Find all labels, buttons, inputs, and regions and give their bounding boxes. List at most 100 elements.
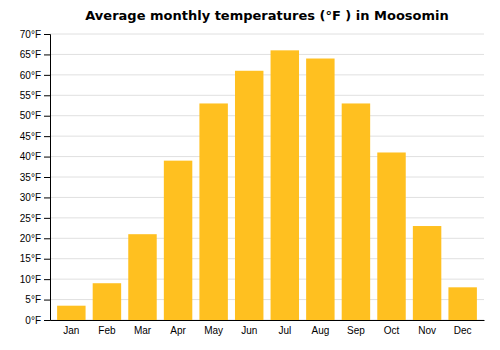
chart-svg: Jan Feb Mar Apr May Jun Jul Aug Sep Oct Nov Dec 0°F 5… xyxy=(0,0,500,350)
y-tick-label: 60°F xyxy=(20,70,41,81)
y-tick-label: 15°F xyxy=(20,253,41,264)
bar xyxy=(271,50,299,320)
y-tick: 35°F xyxy=(20,172,50,183)
y-tick-mark xyxy=(44,320,50,321)
y-tick-label: 25°F xyxy=(20,213,41,224)
grid-line xyxy=(50,197,484,198)
x-tick: Apr xyxy=(170,325,186,336)
x-tick-label: Apr xyxy=(170,325,186,336)
grid-line xyxy=(50,34,484,35)
bar xyxy=(377,152,405,320)
y-tick: 25°F xyxy=(20,213,50,224)
x-tick: Aug xyxy=(311,325,329,336)
x-tick-label: Sep xyxy=(347,325,365,336)
x-tick: May xyxy=(204,325,223,336)
y-tick: 50°F xyxy=(20,110,50,121)
grid xyxy=(50,34,484,320)
title: Average monthly temperatures (°F ) in Mo… xyxy=(85,8,449,23)
axis-line xyxy=(51,320,485,321)
y-tick-mark xyxy=(44,218,50,219)
y-tick-label: 40°F xyxy=(20,151,41,162)
x-tick-label: May xyxy=(204,325,223,336)
y-tick-mark xyxy=(44,95,50,96)
bar xyxy=(57,306,85,320)
y-tick-label: 0°F xyxy=(25,315,41,326)
y-tick: 70°F xyxy=(20,29,50,40)
x-tick: Dec xyxy=(454,325,472,336)
x-tick-label: Oct xyxy=(384,325,400,336)
y-tick-label: 20°F xyxy=(20,233,41,244)
x-tick: Jun xyxy=(241,325,257,336)
x-tick-label: Jul xyxy=(278,325,291,336)
y-tick-label: 70°F xyxy=(20,29,41,40)
y-tick-mark xyxy=(44,177,50,178)
grid-line xyxy=(50,95,484,96)
y-axis: 0°F 5°F 10°F 15°F 20°F 25°F 30°F 35°F 40°F 45°F 50… xyxy=(20,29,51,326)
y-tick-mark xyxy=(44,75,50,76)
x-tick-label: Aug xyxy=(311,325,329,336)
chart-container: Jan Feb Mar Apr May Jun Jul Aug Sep Oct Nov Dec 0°F 5… xyxy=(0,0,500,350)
y-tick: 60°F xyxy=(20,70,50,81)
y-tick: 65°F xyxy=(20,49,50,60)
bar xyxy=(413,226,441,320)
axis-line xyxy=(44,35,51,321)
x-tick: Oct xyxy=(384,325,400,336)
y-tick-mark xyxy=(44,157,50,158)
y-tick: 40°F xyxy=(20,151,50,162)
x-tick-label: Nov xyxy=(418,325,436,336)
grid-line xyxy=(50,74,484,75)
y-tick-mark xyxy=(44,238,50,239)
y-tick: 30°F xyxy=(20,192,50,203)
y-tick-label: 65°F xyxy=(20,49,41,60)
bar xyxy=(199,103,227,320)
x-tick-label: Feb xyxy=(98,325,116,336)
y-tick-mark xyxy=(44,136,50,137)
y-tick-label: 10°F xyxy=(20,274,41,285)
y-tick-mark xyxy=(44,34,50,35)
y-tick-mark xyxy=(44,54,50,55)
grid-line xyxy=(50,136,484,137)
y-tick-label: 55°F xyxy=(20,90,41,101)
grid-line xyxy=(50,177,484,178)
plot-area xyxy=(57,50,477,320)
y-tick-mark xyxy=(44,197,50,198)
y-tick-label: 30°F xyxy=(20,192,41,203)
bar xyxy=(93,283,121,320)
x-tick: Feb xyxy=(98,325,116,336)
x-tick: Mar xyxy=(134,325,152,336)
x-tick-label: Jan xyxy=(63,325,79,336)
y-tick: 10°F xyxy=(20,274,50,285)
y-tick: 20°F xyxy=(20,233,50,244)
x-tick-label: Jun xyxy=(241,325,257,336)
bar xyxy=(448,287,476,320)
y-tick-mark xyxy=(44,116,50,117)
grid-line xyxy=(50,54,484,55)
bar xyxy=(164,161,192,320)
y-tick-label: 50°F xyxy=(20,110,41,121)
x-tick: Sep xyxy=(347,325,365,336)
y-tick-mark xyxy=(44,279,50,280)
x-tick: Jul xyxy=(278,325,291,336)
bar xyxy=(235,71,263,320)
bar xyxy=(128,234,156,320)
y-tick-label: 5°F xyxy=(25,294,41,305)
x-tick-label: Dec xyxy=(454,325,472,336)
y-tick-label: 35°F xyxy=(20,172,41,183)
x-axis: Jan Feb Mar Apr May Jun Jul Aug Sep Oct Nov Dec xyxy=(51,321,485,337)
bar xyxy=(342,103,370,320)
grid-line xyxy=(50,115,484,116)
y-tick: 45°F xyxy=(20,131,50,142)
x-tick-label: Mar xyxy=(134,325,152,336)
y-tick-mark xyxy=(44,259,50,260)
y-tick-label: 45°F xyxy=(20,131,41,142)
grid-line xyxy=(50,156,484,157)
y-tick: 55°F xyxy=(20,90,50,101)
bar xyxy=(306,59,334,320)
grid-line xyxy=(50,217,484,218)
y-tick: 0°F xyxy=(25,315,50,326)
y-tick: 15°F xyxy=(20,253,50,264)
y-tick-mark xyxy=(44,300,50,301)
x-tick: Jan xyxy=(63,325,79,336)
y-tick: 5°F xyxy=(25,294,50,305)
x-tick: Nov xyxy=(418,325,436,336)
